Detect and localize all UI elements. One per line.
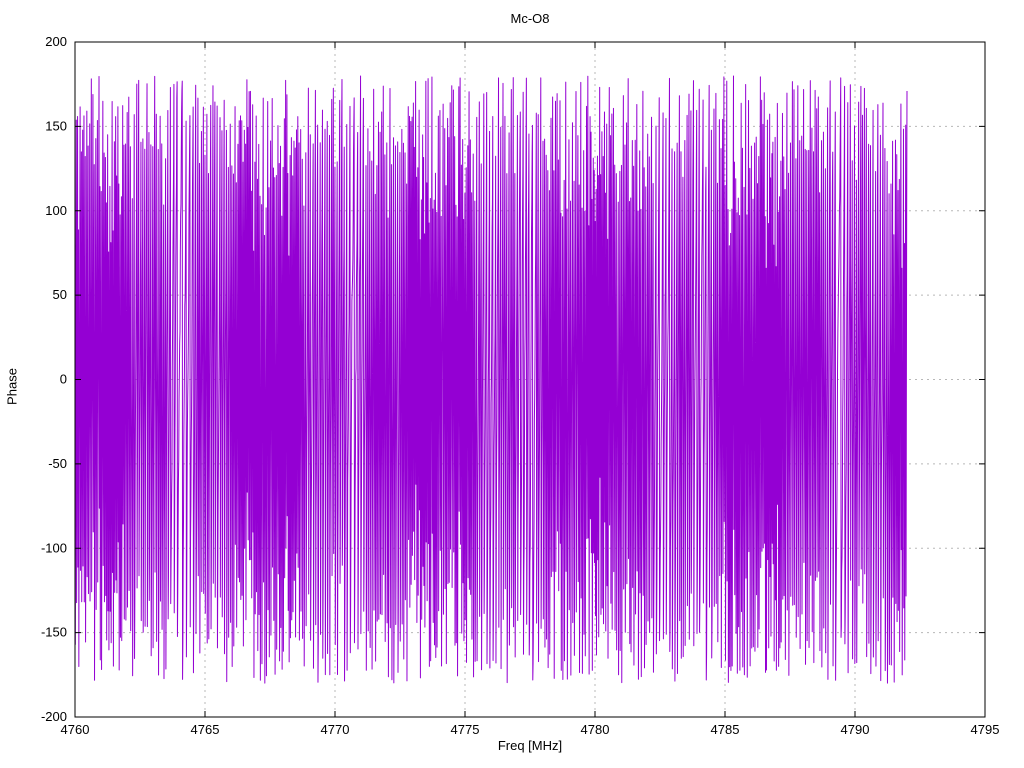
y-tick-label: 150 (45, 118, 67, 133)
series-line (74, 75, 908, 684)
x-tick-label: 4760 (61, 722, 90, 737)
y-tick-label: 0 (60, 372, 67, 387)
y-tick-label: -50 (48, 456, 67, 471)
y-tick-label: -150 (41, 625, 67, 640)
x-tick-label: 4785 (711, 722, 740, 737)
y-tick-label: -100 (41, 540, 67, 555)
y-tick-label: 200 (45, 34, 67, 49)
chart-title: Mc-O8 (510, 11, 550, 26)
x-tick-label: 4765 (191, 722, 220, 737)
x-tick-label: 4780 (581, 722, 610, 737)
x-tick-label: 4775 (451, 722, 480, 737)
x-tick-label: 4770 (321, 722, 350, 737)
y-axis-label: Phase (4, 368, 20, 405)
x-tick-label: 4795 (971, 722, 1000, 737)
x-axis-label: Freq [MHz] (497, 738, 563, 753)
x-tick-label: 4790 (841, 722, 870, 737)
y-tick-label: -200 (41, 709, 67, 724)
y-tick-label: 50 (53, 287, 67, 302)
y-tick-label: 100 (45, 203, 67, 218)
